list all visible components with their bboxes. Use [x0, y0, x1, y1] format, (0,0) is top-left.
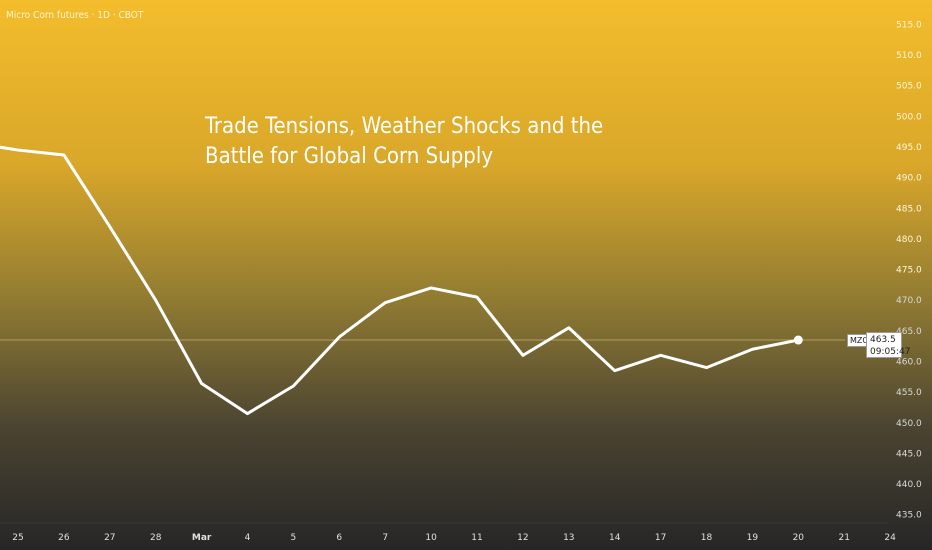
x-tick-label: 11: [471, 533, 482, 543]
y-tick-label: 445.0: [896, 449, 922, 459]
x-tick-label: 19: [747, 533, 759, 543]
y-tick-label: 475.0: [896, 266, 922, 276]
x-tick-label: 14: [609, 533, 621, 543]
x-tick-label: 13: [563, 533, 574, 543]
y-tick-label: 500.0: [896, 112, 922, 122]
y-tick-label: 510.0: [896, 51, 922, 61]
last-price: 463.5: [870, 335, 896, 345]
y-tick-label: 440.0: [896, 480, 922, 490]
y-tick-label: 460.0: [896, 357, 922, 367]
y-tick-label: 470.0: [896, 296, 922, 306]
y-tick-label: 505.0: [896, 82, 922, 92]
x-tick-label: 10: [425, 533, 437, 543]
x-tick-label: 12: [517, 533, 528, 543]
x-tick-label: 7: [382, 533, 388, 543]
y-tick-label: 495.0: [896, 143, 922, 153]
x-tick-label: 18: [701, 533, 713, 543]
x-tick-label: 20: [793, 533, 805, 543]
x-tick-label: 6: [336, 533, 342, 543]
y-tick-label: 435.0: [896, 511, 922, 521]
y-tick-label: 485.0: [896, 204, 922, 214]
x-tick-label: 27: [104, 533, 115, 543]
headline-annotation: Trade Tensions, Weather Shocks and the B…: [205, 114, 604, 169]
x-tick-label: 26: [58, 533, 70, 543]
symbol-label: Micro Corn futures · 1D · CBOT: [6, 10, 144, 21]
x-tick-label: 17: [655, 533, 666, 543]
last-price-box: 463.5 09:05:47: [866, 332, 911, 358]
last-price-dot: [793, 335, 803, 345]
x-tick-label: 5: [291, 533, 297, 543]
y-tick-label: 480.0: [896, 235, 922, 245]
bar-countdown: 09:05:47: [870, 347, 911, 357]
x-tick-label: 28: [150, 533, 162, 543]
price-line-series: [0, 145, 800, 416]
y-tick-label: 515.0: [896, 20, 922, 30]
x-tick-label: 4: [245, 533, 251, 543]
x-tick-label: 21: [838, 533, 849, 543]
y-tick-label: 455.0: [896, 388, 922, 398]
y-tick-label: 450.0: [896, 419, 922, 429]
y-tick-label: 465.0: [896, 327, 922, 337]
y-tick-label: 490.0: [896, 174, 922, 184]
x-tick-label: 25: [12, 533, 23, 543]
x-tick-label: Mar: [192, 533, 212, 543]
x-tick-label: 24: [884, 533, 896, 543]
